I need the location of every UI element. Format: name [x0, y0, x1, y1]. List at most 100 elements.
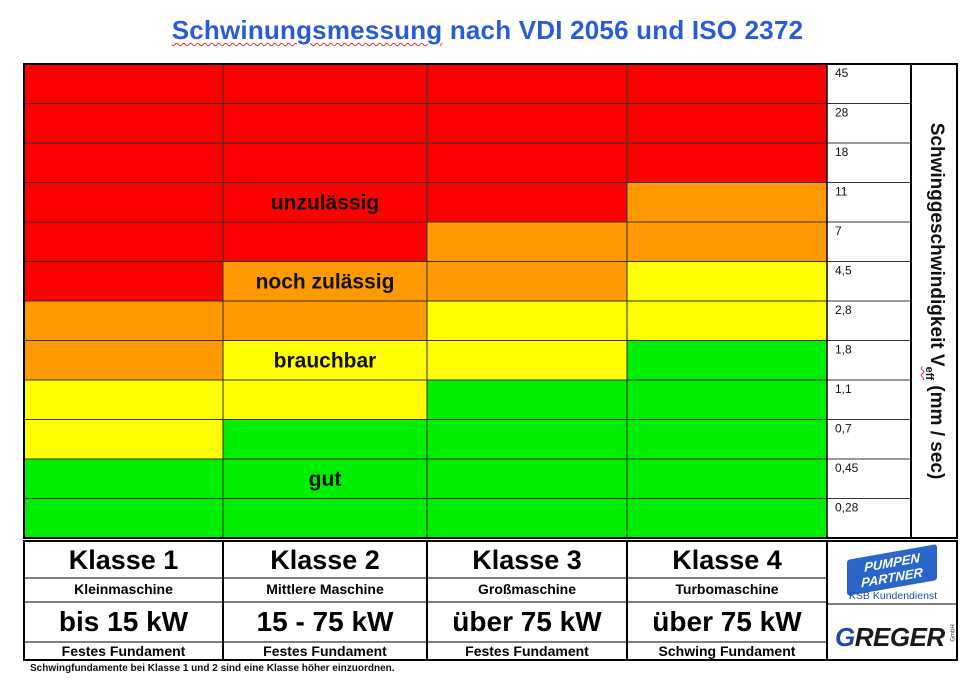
- chart-frames: [23, 63, 958, 661]
- y-tick-3: 11: [835, 185, 848, 199]
- y-tick-11: 0,28: [835, 501, 859, 515]
- zone-label-0: unzulässig: [271, 191, 380, 214]
- y-tick-5: 4,5: [835, 264, 852, 278]
- class-3-desc: Großmaschine: [477, 581, 577, 597]
- cell-r10-c0: [24, 459, 223, 499]
- cell-r7-c3: [627, 340, 827, 380]
- class-2-desc: Mittlere Maschine: [266, 581, 384, 597]
- y-tick-0: 45: [835, 66, 849, 80]
- chart-border: [23, 63, 958, 539]
- cell-r2-c3: [627, 143, 827, 183]
- cell-r3-c1: [223, 182, 427, 222]
- class-1-name: Klasse 1: [68, 545, 179, 575]
- greger-wordmark: GREGER: [835, 622, 945, 653]
- cell-r2-c0: [24, 143, 223, 183]
- cell-r5-c2: [427, 261, 627, 301]
- cell-r7-c0: [24, 340, 223, 380]
- cell-r4-c2: [427, 222, 627, 262]
- cell-r2-c2: [427, 143, 627, 183]
- cell-r0-c3: [627, 64, 827, 104]
- cell-r0-c1: [223, 64, 427, 104]
- cell-r6-c2: [427, 301, 627, 341]
- cell-r5-c0: [24, 261, 223, 301]
- y-ticks: 45 28 18 11 7 4,5 2,8 1,8 1,1 0,7 0,45 0,28: [835, 66, 859, 515]
- zone-label-1: noch zulässig: [256, 270, 395, 293]
- cell-r3-c2: [427, 182, 627, 222]
- y-tick-10: 0,45: [835, 461, 859, 475]
- cell-r10-c1: [223, 459, 427, 499]
- cell-r11-c0: [24, 498, 223, 538]
- cell-r1-c3: [627, 103, 827, 143]
- y-tick-8: 1,1: [835, 382, 852, 396]
- class-4-name: Klasse 4: [672, 545, 782, 575]
- cell-r8-c3: [627, 380, 827, 420]
- cell-r11-c1: [223, 498, 427, 538]
- footnote: Schwingfundamente bei Klasse 1 und 2 sin…: [30, 663, 395, 674]
- cell-r0-c2: [427, 64, 627, 104]
- cell-r4-c0: [24, 222, 223, 262]
- greger-g: G: [835, 622, 855, 652]
- cell-r1-c0: [24, 103, 223, 143]
- cell-r3-c3: [627, 182, 827, 222]
- cell-r1-c1: [223, 103, 427, 143]
- y-axis-label-unit: (mm / sec): [925, 380, 947, 480]
- class-4-foundation: Schwing Fundament: [658, 643, 796, 659]
- greger-gmbh: GmbH: [950, 624, 957, 642]
- greger-rest: REGER: [854, 622, 945, 652]
- y-tick-7: 1,8: [835, 343, 852, 357]
- cell-r5-c1: [223, 261, 427, 301]
- zone-label-2: brauchbar: [274, 349, 377, 372]
- cell-r0-c0: [24, 64, 223, 104]
- cell-r7-c1: [223, 340, 427, 380]
- y-axis-label-main: Schwinggeschwindigkeit V: [925, 122, 947, 367]
- class-4-desc: Turbomaschine: [675, 581, 779, 597]
- class-3-name: Klasse 3: [472, 545, 582, 575]
- cell-r9-c0: [24, 419, 223, 459]
- page-title: Schwinungsmessung nach VDI 2056 und ISO …: [0, 15, 975, 46]
- cell-r9-c3: [627, 419, 827, 459]
- table-border: [23, 540, 958, 661]
- class-3-foundation: Festes Fundament: [465, 643, 589, 659]
- cell-r10-c2: [427, 459, 627, 499]
- cell-r6-c3: [627, 301, 827, 341]
- cell-r4-c1: [223, 222, 427, 262]
- cell-r2-c1: [223, 143, 427, 183]
- greger-logo: GREGER GmbH: [835, 618, 957, 654]
- title-main-word: Schwinungsmessung: [171, 15, 443, 45]
- y-tick-6: 2,8: [835, 303, 852, 317]
- logo-text-ksb: KSB Kundendienst: [848, 590, 938, 602]
- y-tick-4: 7: [835, 224, 842, 238]
- class-3-power: über 75 kW: [452, 606, 602, 637]
- cell-r1-c2: [427, 103, 627, 143]
- title-rest: nach VDI 2056 und ISO 2372: [442, 15, 804, 45]
- y-tick-1: 28: [835, 106, 849, 120]
- class-1-foundation: Festes Fundament: [61, 643, 186, 659]
- y-axis-label: Schwinggeschwindigkeit Veff (mm / sec): [923, 123, 947, 480]
- pumpen-partner-badge: PUMPEN PARTNER: [847, 544, 937, 596]
- class-2-foundation: Festes Fundament: [263, 643, 387, 659]
- class-4-power: über 75 kW: [652, 606, 802, 637]
- cell-r4-c3: [627, 222, 827, 262]
- y-axis-label-wrap: Schwinggeschwindigkeit Veff (mm / sec): [913, 64, 957, 538]
- chart-cells: [24, 64, 827, 538]
- cell-r9-c2: [427, 419, 627, 459]
- class-1-desc: Kleinmaschine: [74, 581, 173, 597]
- zone-labels: unzulässig noch zulässig brauchbar gut: [256, 191, 395, 491]
- class-1-power: bis 15 kW: [58, 606, 189, 637]
- cell-r5-c3: [627, 261, 827, 301]
- y-axis-label-sub: eff: [923, 366, 936, 381]
- cell-r7-c2: [427, 340, 627, 380]
- cell-r9-c1: [223, 419, 427, 459]
- y-tick-2: 18: [835, 145, 849, 159]
- pumpen-partner-logo: PUMPEN PARTNER KSB Kundendienst: [833, 544, 953, 606]
- cell-r6-c0: [24, 301, 223, 341]
- cell-r3-c0: [24, 182, 223, 222]
- cell-r8-c0: [24, 380, 223, 420]
- zone-label-3: gut: [309, 468, 342, 491]
- cell-r8-c2: [427, 380, 627, 420]
- cell-r6-c1: [223, 301, 427, 341]
- cell-r8-c1: [223, 380, 427, 420]
- cell-r10-c3: [627, 459, 827, 499]
- class-2-name: Klasse 2: [270, 545, 380, 575]
